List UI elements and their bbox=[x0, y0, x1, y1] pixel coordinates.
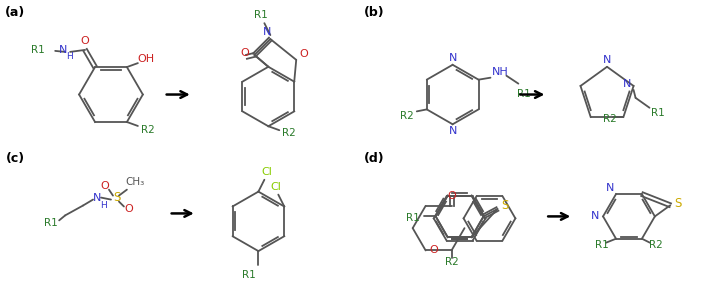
Text: NH: NH bbox=[492, 67, 509, 77]
Text: R2: R2 bbox=[400, 111, 414, 121]
Text: O: O bbox=[240, 48, 249, 58]
Text: (b): (b) bbox=[364, 6, 384, 19]
Text: R1: R1 bbox=[406, 213, 420, 223]
Text: O: O bbox=[125, 205, 133, 214]
Text: S: S bbox=[502, 199, 509, 212]
Text: R2: R2 bbox=[282, 128, 296, 138]
Text: R2: R2 bbox=[649, 240, 662, 250]
Text: N: N bbox=[449, 53, 456, 63]
Text: R1: R1 bbox=[595, 240, 609, 250]
Text: R2: R2 bbox=[445, 257, 459, 267]
Text: R1: R1 bbox=[253, 10, 267, 20]
Text: R2: R2 bbox=[141, 125, 155, 135]
Text: R1: R1 bbox=[241, 270, 256, 280]
Text: (c): (c) bbox=[6, 152, 25, 165]
Text: Cl: Cl bbox=[261, 167, 272, 177]
Text: R1: R1 bbox=[45, 218, 58, 228]
Text: R2: R2 bbox=[603, 114, 616, 124]
Text: N: N bbox=[603, 55, 611, 65]
Text: N: N bbox=[622, 79, 631, 89]
Text: O: O bbox=[447, 191, 456, 201]
Text: OH: OH bbox=[138, 54, 154, 64]
Text: R1: R1 bbox=[518, 88, 531, 98]
Text: H: H bbox=[66, 52, 73, 61]
Text: O: O bbox=[101, 181, 109, 191]
Text: O: O bbox=[300, 49, 309, 59]
Text: N: N bbox=[591, 211, 599, 221]
Text: N: N bbox=[59, 45, 67, 55]
Text: H: H bbox=[101, 201, 107, 210]
Text: (d): (d) bbox=[364, 152, 384, 165]
Text: N: N bbox=[93, 192, 102, 202]
Text: (a): (a) bbox=[5, 6, 25, 19]
Text: S: S bbox=[675, 197, 682, 210]
Text: N: N bbox=[606, 183, 614, 193]
Text: N: N bbox=[449, 126, 456, 136]
Text: S: S bbox=[113, 191, 121, 204]
Text: CH₃: CH₃ bbox=[125, 177, 145, 187]
Text: Cl: Cl bbox=[271, 182, 282, 192]
Text: R1: R1 bbox=[32, 45, 45, 55]
Text: O: O bbox=[429, 245, 438, 255]
Text: N: N bbox=[264, 27, 271, 37]
Text: O: O bbox=[81, 36, 89, 46]
Text: R1: R1 bbox=[651, 108, 665, 118]
